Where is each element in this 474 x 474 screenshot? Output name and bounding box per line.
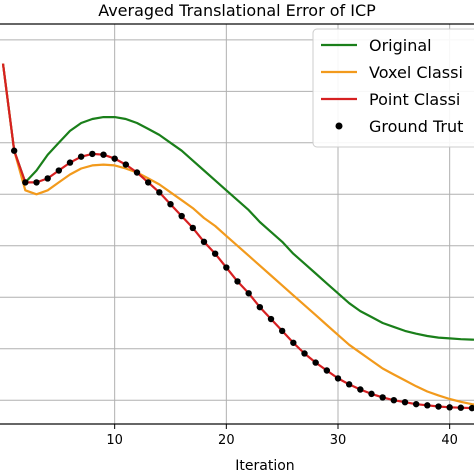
data-point-ground-trut — [66, 159, 74, 166]
legend-label: Original — [369, 36, 432, 55]
legend-swatch — [335, 122, 343, 130]
data-point-ground-trut — [33, 179, 40, 186]
data-point-ground-trut — [401, 398, 409, 406]
series-layer — [1, 63, 474, 412]
data-point-ground-trut — [44, 175, 51, 182]
data-point-ground-trut — [111, 155, 118, 162]
data-point-ground-trut — [267, 315, 275, 323]
data-point-ground-trut — [368, 390, 375, 398]
data-point-ground-trut — [211, 250, 219, 257]
data-point-ground-trut — [144, 179, 152, 186]
data-point-ground-trut — [312, 359, 319, 366]
data-point-ground-trut — [234, 278, 241, 285]
data-point-ground-trut — [223, 264, 230, 271]
series-line-voxel-classi — [1, 63, 474, 406]
x-tick-label: 10 — [106, 433, 123, 448]
data-point-ground-trut — [390, 397, 398, 404]
data-point-ground-trut — [245, 290, 252, 297]
plot-area — [0, 23, 474, 425]
data-point-ground-trut — [77, 153, 85, 160]
x-tick-label: 40 — [441, 433, 458, 448]
data-point-ground-trut — [379, 394, 386, 401]
data-point-ground-trut — [189, 224, 197, 232]
data-point-ground-trut — [412, 400, 420, 408]
data-point-ground-trut — [435, 403, 442, 410]
data-point-ground-trut — [167, 200, 174, 208]
data-point-ground-trut — [357, 386, 364, 393]
chart-title: Averaged Translational Error of ICP — [98, 1, 376, 20]
data-point-ground-trut — [323, 367, 331, 374]
legend-label: Ground Trut — [369, 117, 463, 136]
legend-label: Point Classi — [369, 90, 460, 109]
series-line-point-classi — [1, 63, 474, 410]
legend: Original Voxel Classi Point Classi Ground T… — [312, 28, 474, 148]
data-point-ground-trut — [89, 150, 96, 158]
data-point-ground-trut — [424, 402, 431, 409]
x-axis-ticks: 10 20 30 40 — [106, 424, 458, 448]
data-point-ground-trut — [457, 404, 465, 411]
x-tick-label: 30 — [330, 433, 347, 448]
data-point-ground-trut — [133, 169, 141, 176]
data-point-ground-trut — [10, 147, 18, 154]
data-point-ground-trut — [446, 404, 453, 411]
legend-label: Voxel Classi — [369, 63, 463, 82]
data-point-ground-trut — [200, 238, 208, 245]
series-line-original — [1, 63, 474, 341]
data-point-ground-trut — [178, 212, 185, 220]
data-point-ground-trut — [122, 161, 130, 168]
data-point-ground-trut — [345, 381, 353, 388]
data-point-ground-trut — [22, 179, 29, 186]
data-point-ground-trut — [55, 167, 63, 174]
data-point-ground-trut — [290, 339, 297, 346]
data-point-ground-trut — [334, 375, 342, 382]
data-point-ground-trut — [278, 327, 286, 335]
data-point-ground-trut — [256, 303, 264, 311]
legend-box — [312, 28, 474, 148]
x-tick-label: 20 — [218, 433, 235, 448]
data-point-ground-trut — [301, 350, 308, 357]
data-point-ground-trut — [156, 189, 163, 196]
x-axis-label: Iteration — [235, 458, 294, 474]
data-point-ground-trut — [100, 151, 107, 158]
data-point-ground-trut — [468, 404, 474, 412]
